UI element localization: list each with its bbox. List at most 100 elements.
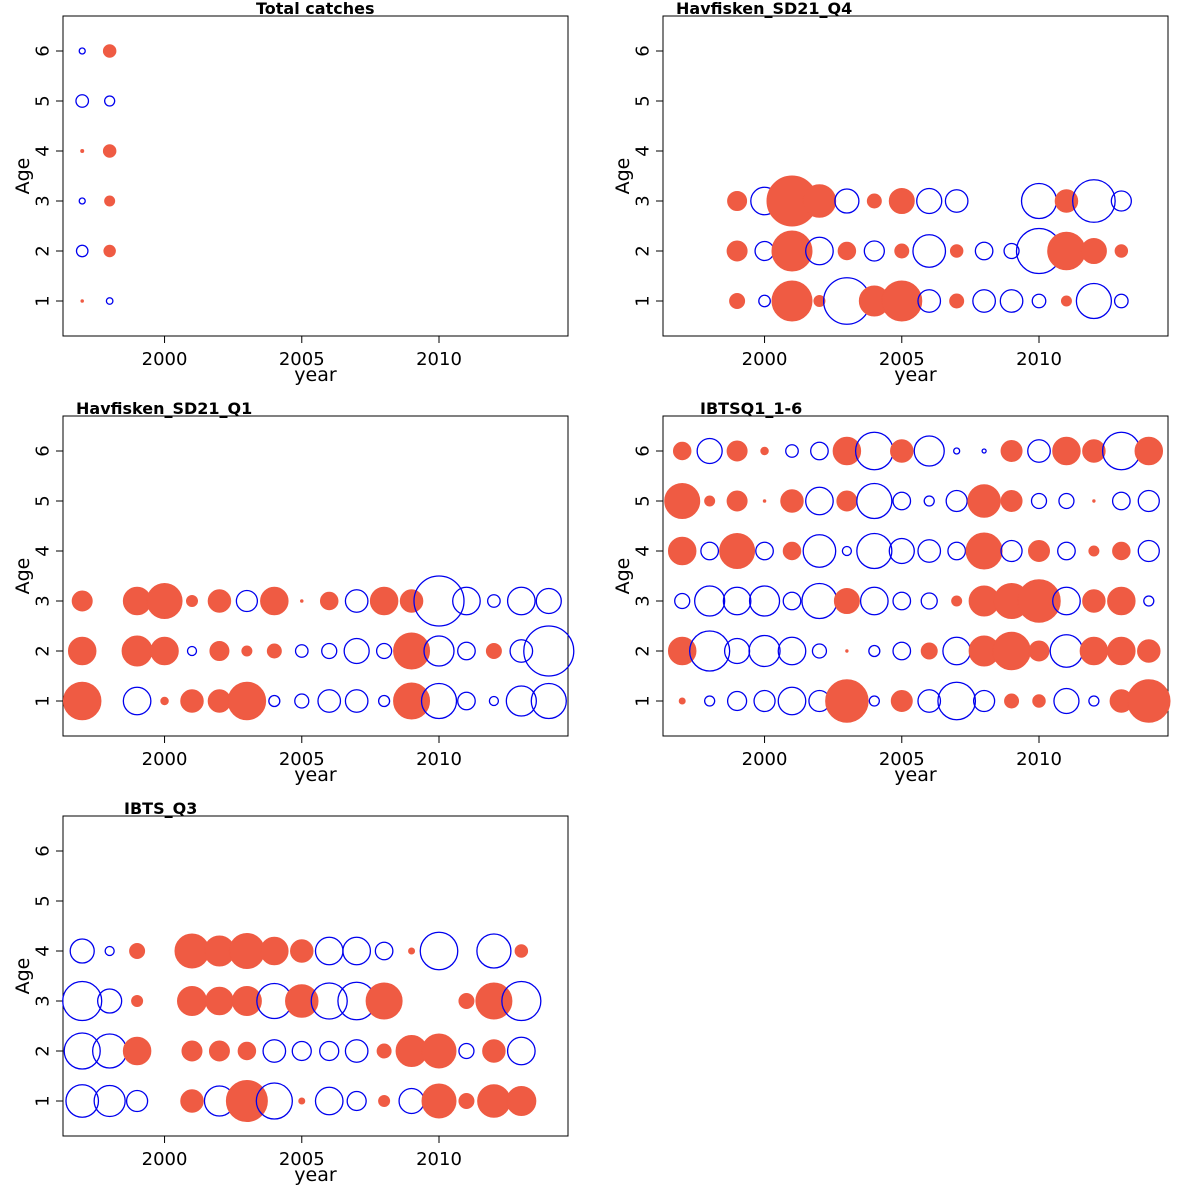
bubble-negative bbox=[509, 639, 534, 663]
chart-title: IBTSQ1_1-6 bbox=[700, 399, 802, 418]
bubble-positive bbox=[285, 984, 319, 1018]
bubble-negative bbox=[458, 1042, 475, 1060]
x-tick-label: 2005 bbox=[279, 749, 325, 770]
x-tick-label: 2005 bbox=[279, 349, 325, 370]
x-tick-label: 2005 bbox=[879, 749, 925, 770]
bubble-positive bbox=[477, 1084, 511, 1118]
bubble-positive bbox=[104, 195, 116, 207]
bubble-positive bbox=[102, 44, 117, 58]
y-tick-label: 5 bbox=[633, 95, 654, 106]
bubble-positive bbox=[241, 645, 253, 657]
y-tick-label: 4 bbox=[33, 545, 54, 556]
bubble-positive bbox=[837, 241, 857, 261]
bubble-positive bbox=[207, 589, 232, 613]
bubble-negative bbox=[1030, 492, 1048, 510]
bubble-positive bbox=[949, 293, 965, 309]
bubble-positive bbox=[890, 439, 914, 463]
x-axis-title: year bbox=[894, 364, 937, 386]
bubble-negative bbox=[892, 641, 912, 661]
bubble-negative bbox=[523, 625, 575, 677]
bubble-positive bbox=[185, 595, 198, 607]
bubble-negative bbox=[314, 936, 344, 966]
bubble-positive bbox=[122, 1036, 152, 1066]
y-tick-label: 3 bbox=[33, 595, 54, 606]
bubble-positive bbox=[62, 681, 102, 721]
bubble-negative bbox=[419, 931, 459, 971]
y-tick-label: 2 bbox=[33, 1045, 54, 1056]
bubble-negative bbox=[294, 693, 310, 709]
chart-panel-3: Havfisken_SD21_Q1 2000 2005 2010 1 2 3 4 5 6 year A… bbox=[12, 399, 575, 786]
bubble-positive bbox=[482, 1039, 506, 1063]
bubble-negative bbox=[700, 541, 720, 561]
bubble-positive bbox=[1112, 541, 1131, 561]
y-tick-label: 4 bbox=[33, 145, 54, 156]
bubble-positive bbox=[421, 1083, 457, 1119]
bubble-positive bbox=[209, 641, 230, 661]
bubble-negative bbox=[758, 294, 771, 308]
bubble-negative bbox=[811, 643, 828, 659]
bubble-negative bbox=[1137, 489, 1160, 513]
bubble-negative bbox=[344, 689, 369, 713]
bubble-positive bbox=[129, 943, 146, 959]
bubble-negative bbox=[785, 444, 799, 458]
bubble-positive bbox=[727, 191, 748, 211]
chart-title: Total catches bbox=[256, 0, 374, 18]
bubble-negative bbox=[65, 1084, 100, 1118]
bubble-negative bbox=[953, 447, 961, 455]
bubble-negative bbox=[689, 630, 731, 672]
bubble-negative bbox=[235, 589, 259, 613]
bubble-negative bbox=[1053, 687, 1080, 715]
bubble-negative bbox=[78, 197, 86, 205]
bubble-negative bbox=[723, 637, 751, 665]
bubble-positive bbox=[237, 1041, 257, 1061]
bubble-positive bbox=[825, 679, 869, 723]
bubble-positive bbox=[1082, 589, 1106, 613]
y-tick-label: 3 bbox=[33, 995, 54, 1006]
y-tick-label: 2 bbox=[633, 645, 654, 656]
bubble-negative bbox=[343, 637, 370, 665]
bubble-positive bbox=[80, 299, 84, 303]
bubble-positive bbox=[475, 982, 513, 1020]
bubble-negative bbox=[78, 47, 86, 55]
bubble-negative bbox=[1003, 242, 1020, 260]
y-tick-label: 6 bbox=[633, 45, 654, 56]
bubble-negative bbox=[62, 980, 103, 1022]
bubble-positive bbox=[1079, 636, 1109, 666]
y-tick-label: 6 bbox=[33, 45, 54, 56]
bubble-positive bbox=[260, 586, 289, 616]
bubble-positive bbox=[1134, 436, 1164, 466]
bubble-negative bbox=[1137, 539, 1160, 563]
bubble-positive bbox=[845, 649, 849, 653]
y-tick-label: 5 bbox=[33, 895, 54, 906]
bubble-negative bbox=[457, 691, 476, 711]
bubble-positive bbox=[376, 1043, 392, 1059]
bubble-negative bbox=[420, 682, 458, 720]
bubble-negative bbox=[1031, 293, 1047, 309]
bubble-positive bbox=[208, 1040, 230, 1062]
bubble-positive bbox=[1082, 439, 1106, 463]
bubble-negative bbox=[854, 431, 894, 471]
bubble-positive bbox=[207, 689, 232, 713]
bubble-positive bbox=[920, 642, 938, 660]
bubble-negative bbox=[1020, 182, 1058, 220]
x-tick-label: 2000 bbox=[142, 1149, 188, 1170]
bubble-negative bbox=[942, 636, 972, 666]
bubble-positive bbox=[393, 682, 431, 720]
bubble-negative bbox=[1113, 293, 1129, 309]
y-tick-label: 5 bbox=[633, 495, 654, 506]
bubble-negative bbox=[1000, 539, 1023, 563]
bubble-positive bbox=[131, 995, 144, 1007]
bubble-positive bbox=[319, 591, 339, 611]
bubble-negative bbox=[344, 1039, 369, 1063]
bubble-positive bbox=[260, 936, 289, 966]
bubble-negative bbox=[506, 586, 536, 616]
bubble-negative bbox=[317, 689, 342, 713]
bubble-positive bbox=[146, 583, 183, 619]
bubble-negative bbox=[916, 187, 943, 215]
bubble-positive bbox=[782, 541, 802, 561]
bubble-negative bbox=[972, 689, 996, 713]
bubble-negative bbox=[920, 592, 938, 610]
y-axis-title: Age bbox=[612, 158, 634, 195]
bubble-positive bbox=[176, 986, 207, 1016]
x-tick-label: 2005 bbox=[279, 1149, 325, 1170]
